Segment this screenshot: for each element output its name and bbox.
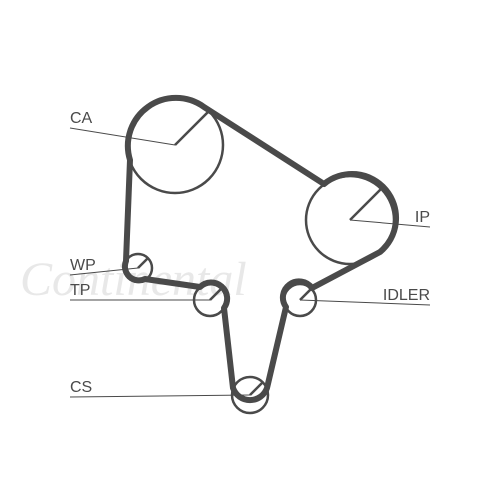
label-wp: WP <box>70 257 96 274</box>
belt-routing-diagram: Continental CAIPWPTPIDLERCS <box>0 0 500 500</box>
leader-ca <box>70 128 175 145</box>
label-tp: TP <box>70 282 90 299</box>
label-idler: IDLER <box>383 287 430 304</box>
pulley-ca-tick <box>175 111 209 145</box>
pulley-ip-tick <box>350 189 381 220</box>
leader-cs <box>70 395 250 397</box>
label-ca: CA <box>70 110 93 127</box>
pulley-idler-tick <box>300 289 311 300</box>
label-cs: CS <box>70 379 92 396</box>
label-ip: IP <box>415 209 430 226</box>
